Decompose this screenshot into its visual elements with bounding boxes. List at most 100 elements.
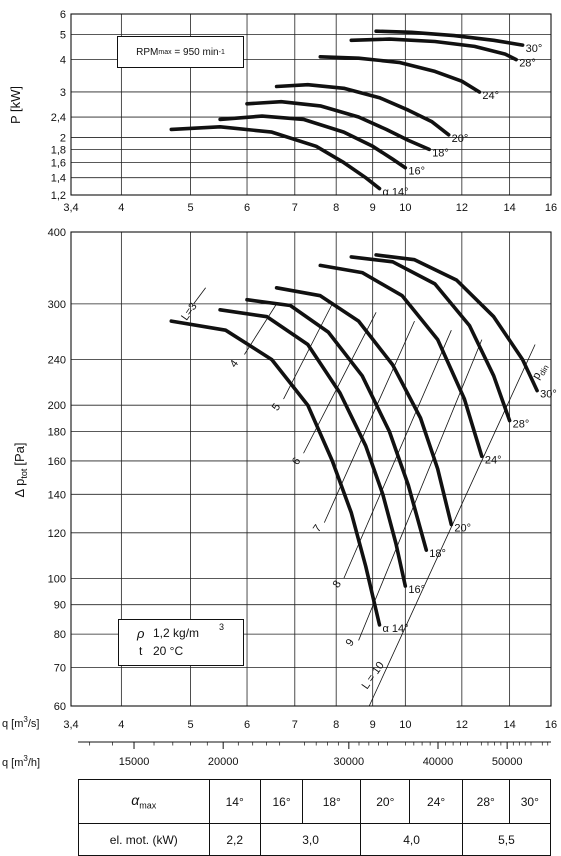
q-m3h-tick-label: 30000 bbox=[334, 756, 365, 768]
l-system-line bbox=[303, 312, 377, 454]
power-curve-label: 20° bbox=[452, 133, 469, 145]
q-m3s-tick-label: 12 bbox=[456, 719, 468, 731]
power-x-tick-label: 16 bbox=[545, 202, 557, 214]
q-m3h-tick-label: 40000 bbox=[423, 756, 454, 768]
pressure-curve bbox=[218, 308, 408, 588]
density-symbol: ρ bbox=[137, 626, 145, 641]
q-m3s-tick-label: 9 bbox=[370, 719, 376, 731]
power-x-tick-label: 10 bbox=[399, 202, 411, 214]
power-x-tick-label: 3,4 bbox=[63, 202, 78, 214]
pressure-curve bbox=[274, 286, 454, 527]
power-curve bbox=[374, 29, 525, 47]
pressure-y-tick-label: 160 bbox=[48, 456, 66, 468]
power-y-tick-label: 6 bbox=[60, 9, 66, 21]
q-m3s-tick-label: 6 bbox=[244, 719, 250, 731]
pressure-y-tick-label: 100 bbox=[48, 573, 66, 585]
pressure-y-tick-label: 140 bbox=[48, 489, 66, 501]
temperature-value: 20 °C bbox=[153, 644, 184, 658]
pressure-curve bbox=[169, 319, 382, 627]
selection-table: αmax 14° 16° 18° 20° 24° 28° 30° el. mot… bbox=[78, 779, 552, 856]
power-curve-label: 28° bbox=[519, 58, 536, 70]
power-curve-label: 18° bbox=[432, 147, 449, 159]
pressure-y-tick-label: 200 bbox=[48, 400, 66, 412]
angle-cell: 14° bbox=[208, 779, 261, 824]
pressure-y-tick-label: 300 bbox=[48, 299, 66, 311]
motor-cell: 3,0 bbox=[259, 823, 362, 856]
density-value: 1,2 kg/m bbox=[153, 626, 200, 640]
pressure-y-tick-label: 180 bbox=[48, 427, 66, 439]
pressure-y-tick-label: 80 bbox=[54, 629, 66, 641]
pressure-y-tick-label: 120 bbox=[48, 528, 66, 540]
q-m3s-tick-label: 10 bbox=[399, 719, 411, 731]
density-sup: 3 bbox=[219, 622, 225, 632]
power-y-tick-label: 1,2 bbox=[51, 190, 66, 202]
q-m3h-tick-label: 20000 bbox=[208, 756, 239, 768]
power-x-tick-label: 9 bbox=[370, 202, 376, 214]
angle-cell: 18° bbox=[302, 779, 362, 824]
pressure-y-ticks: 400 300 240 200 180 160 140 120 100 90 80 70 60 bbox=[48, 227, 66, 713]
pressure-curve-label: α 14° bbox=[382, 623, 408, 635]
rpm-label: RPM bbox=[136, 46, 159, 58]
q-m3s-axis-title: q [m3/s] bbox=[2, 715, 39, 730]
angle-cell: 30° bbox=[508, 779, 552, 824]
l-label: 4 bbox=[228, 358, 241, 370]
power-curve-label: 16° bbox=[408, 166, 425, 178]
power-y-tick-label: 2,4 bbox=[51, 112, 66, 124]
pressure-curve-labels: α 14° 16° 18° 20° 24° 28° 30° bbox=[382, 389, 556, 635]
rpm-value: = 950 min bbox=[174, 46, 219, 58]
temperature-symbol: t bbox=[139, 644, 143, 658]
pressure-curve bbox=[374, 253, 539, 393]
power-curve bbox=[318, 55, 482, 94]
pressure-curve bbox=[349, 255, 512, 423]
l-label: 6 bbox=[290, 455, 303, 467]
motor-cell: 4,0 bbox=[360, 823, 463, 856]
power-y-tick-label: 5 bbox=[60, 30, 66, 42]
q-m3h-axis: 15000 20000 30000 40000 50000 bbox=[89, 742, 549, 768]
q-m3s-tick-label: 4 bbox=[118, 719, 124, 731]
pressure-y-tick-label: 240 bbox=[48, 355, 66, 367]
pressure-curve-label: 18° bbox=[429, 548, 446, 560]
alpha-row: αmax 14° 16° 18° 20° 24° 28° 30° bbox=[78, 779, 552, 824]
power-curve-label: 30° bbox=[526, 43, 543, 55]
power-curve-label: α 14° bbox=[382, 187, 408, 199]
pressure-curve-label: 24° bbox=[485, 454, 502, 466]
power-curve-labels: α 14°16° 18°20° 24° 28° 30° bbox=[382, 43, 542, 199]
power-curve bbox=[349, 37, 518, 62]
pressure-curve bbox=[245, 297, 429, 552]
power-x-tick-label: 12 bbox=[456, 202, 468, 214]
rpm-sub: max bbox=[158, 48, 172, 56]
q-m3s-tick-label: 7 bbox=[292, 719, 298, 731]
power-x-tick-label: 6 bbox=[244, 202, 250, 214]
angle-cell: 28° bbox=[461, 779, 510, 824]
pressure-curve-label: 20° bbox=[454, 523, 471, 535]
pressure-y-axis-title: Δ ptot[Pa] bbox=[12, 443, 29, 498]
power-curves bbox=[169, 29, 525, 191]
rpm-sup: -1 bbox=[218, 48, 225, 56]
power-x-tick-label: 14 bbox=[503, 202, 515, 214]
power-x-tick-label: 8 bbox=[333, 202, 339, 214]
rpm-info-box: RPM max = 950 min -1 bbox=[117, 36, 244, 68]
q-m3s-tick-label: 14 bbox=[503, 719, 515, 731]
power-y-axis-title: P [kW] bbox=[8, 86, 23, 124]
pressure-y-tick-label: 90 bbox=[54, 600, 66, 612]
l-label: 8 bbox=[331, 578, 344, 590]
alpha-header: αmax bbox=[78, 779, 210, 824]
pressure-curves bbox=[169, 253, 539, 627]
motor-header: el. mot. (kW) bbox=[78, 823, 210, 856]
q-m3h-tick-label: 50000 bbox=[492, 756, 523, 768]
air-conditions-box: ρ 1,2 kg/m 3 t 20 °C bbox=[118, 619, 244, 666]
q-m3h-tick-label: 15000 bbox=[119, 756, 150, 768]
pressure-curve-label: 30° bbox=[540, 389, 557, 401]
l-label: 7 bbox=[311, 523, 324, 535]
power-curve-label: 24° bbox=[482, 90, 499, 102]
l-label: 9 bbox=[344, 637, 357, 649]
q-m3s-tick-label: 5 bbox=[187, 719, 193, 731]
angle-cell: 20° bbox=[360, 779, 411, 824]
power-curve bbox=[169, 125, 382, 191]
power-chart-frame bbox=[70, 13, 552, 196]
power-x-tick-label: 7 bbox=[292, 202, 298, 214]
l-system-line bbox=[323, 320, 415, 523]
angle-cell: 16° bbox=[259, 779, 304, 824]
q-m3s-tick-label: 8 bbox=[333, 719, 339, 731]
